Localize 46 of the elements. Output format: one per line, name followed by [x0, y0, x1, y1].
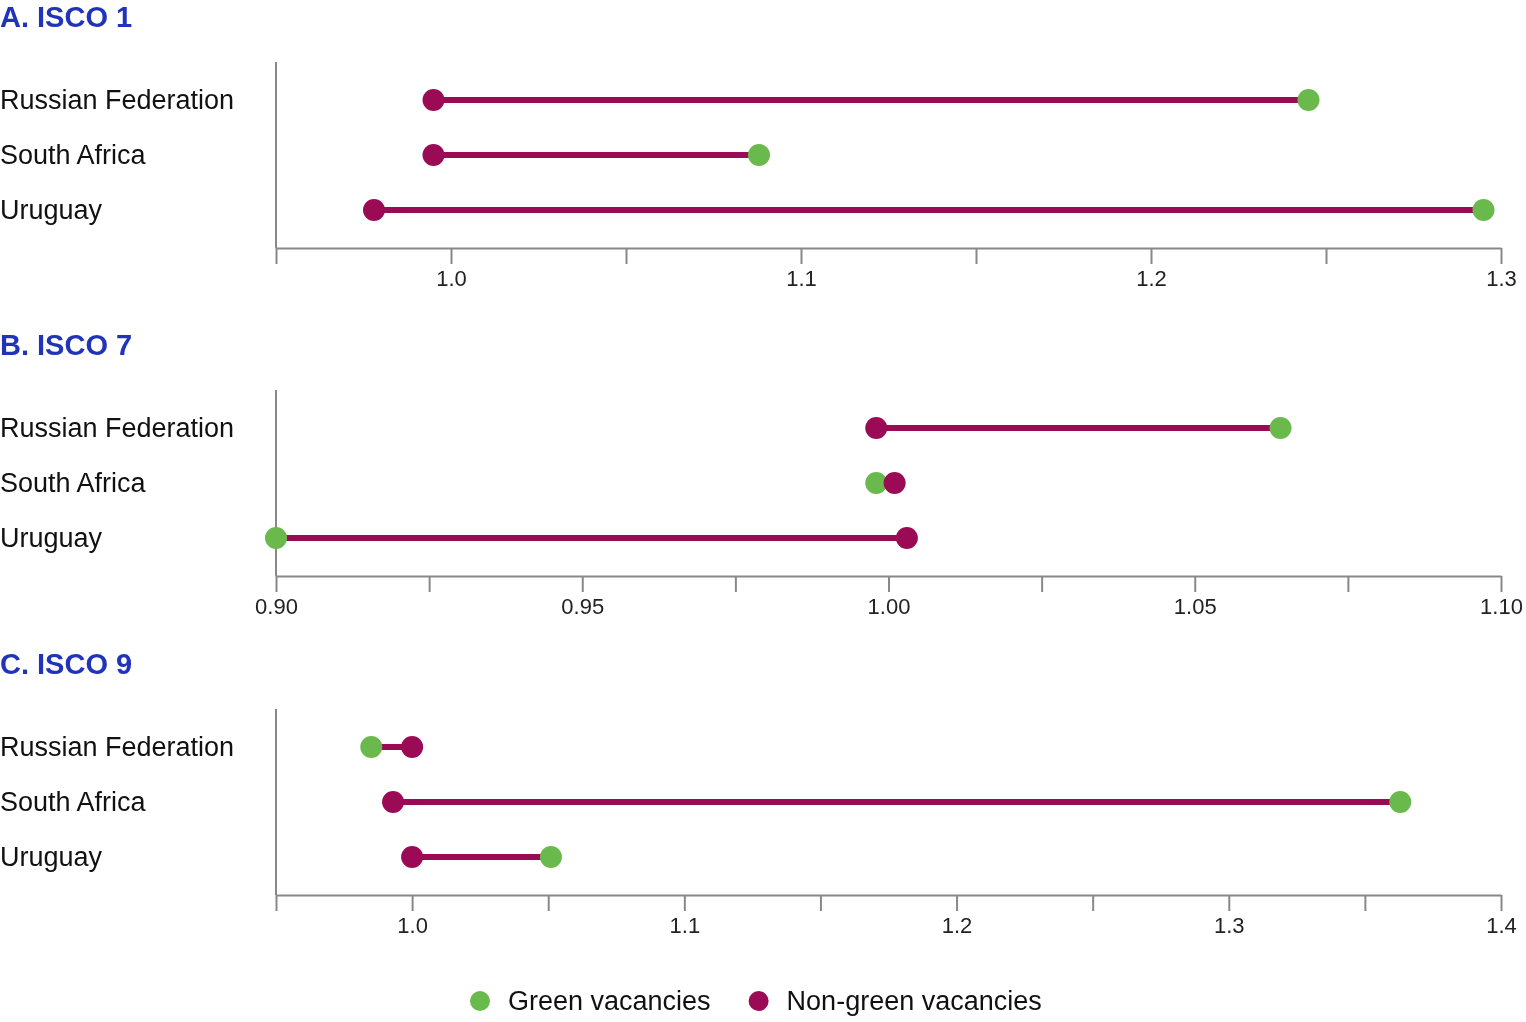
- point: [422, 88, 445, 111]
- y-tick-label: Russian Federation: [0, 732, 235, 763]
- legend-label: Non-green vacancies: [786, 986, 1042, 1017]
- point: [748, 144, 770, 166]
- point: [422, 144, 445, 166]
- point: [865, 416, 888, 439]
- y-tick-label: Russian Federation: [0, 413, 235, 444]
- y-tick-label: South Africa: [0, 787, 147, 818]
- x-tick-label: 1.0: [397, 912, 428, 938]
- chart-title: A. ISCO 1: [0, 1, 133, 33]
- chart-title: B. ISCO 7: [0, 329, 133, 361]
- point: [883, 472, 906, 494]
- y-tick-label: Uruguay: [0, 842, 103, 873]
- point: [539, 846, 562, 869]
- point: [401, 846, 424, 869]
- x-tick-label: 0.90: [255, 593, 298, 619]
- x-tick-label: 1.3: [1213, 912, 1245, 938]
- x-tick-label: 0.95: [561, 593, 605, 619]
- point: [363, 199, 385, 222]
- y-tick-label: Russian Federation: [0, 85, 235, 116]
- x-tick-label: 1.1: [786, 265, 817, 291]
- point: [1472, 199, 1495, 222]
- point: [360, 735, 383, 758]
- x-tick-label: 1.4: [1486, 912, 1517, 938]
- y-tick-label: South Africa: [0, 140, 147, 171]
- x-tick-label: 1.3: [1486, 265, 1517, 291]
- point: [382, 791, 405, 813]
- point: [865, 472, 888, 494]
- x-tick-label: 1.0: [436, 265, 467, 291]
- x-tick-label: 1.05: [1173, 593, 1217, 619]
- x-tick-label: 1.1: [669, 912, 701, 938]
- point: [1389, 791, 1412, 813]
- y-tick-label: South Africa: [0, 468, 147, 499]
- x-tick-label: 1.2: [941, 912, 973, 938]
- point: [265, 527, 287, 550]
- point: [1269, 416, 1292, 439]
- x-tick-label: 1.00: [867, 593, 911, 619]
- point: [1297, 88, 1320, 111]
- x-tick-label: 1.10: [1480, 593, 1523, 619]
- point: [401, 735, 424, 758]
- y-tick-label: Uruguay: [0, 523, 103, 554]
- y-tick-label: Uruguay: [0, 195, 103, 226]
- chart-title: C. ISCO 9: [0, 648, 133, 680]
- legend-label: Green vacancies: [508, 986, 711, 1017]
- x-tick-label: 1.2: [1136, 265, 1167, 291]
- point: [895, 527, 918, 550]
